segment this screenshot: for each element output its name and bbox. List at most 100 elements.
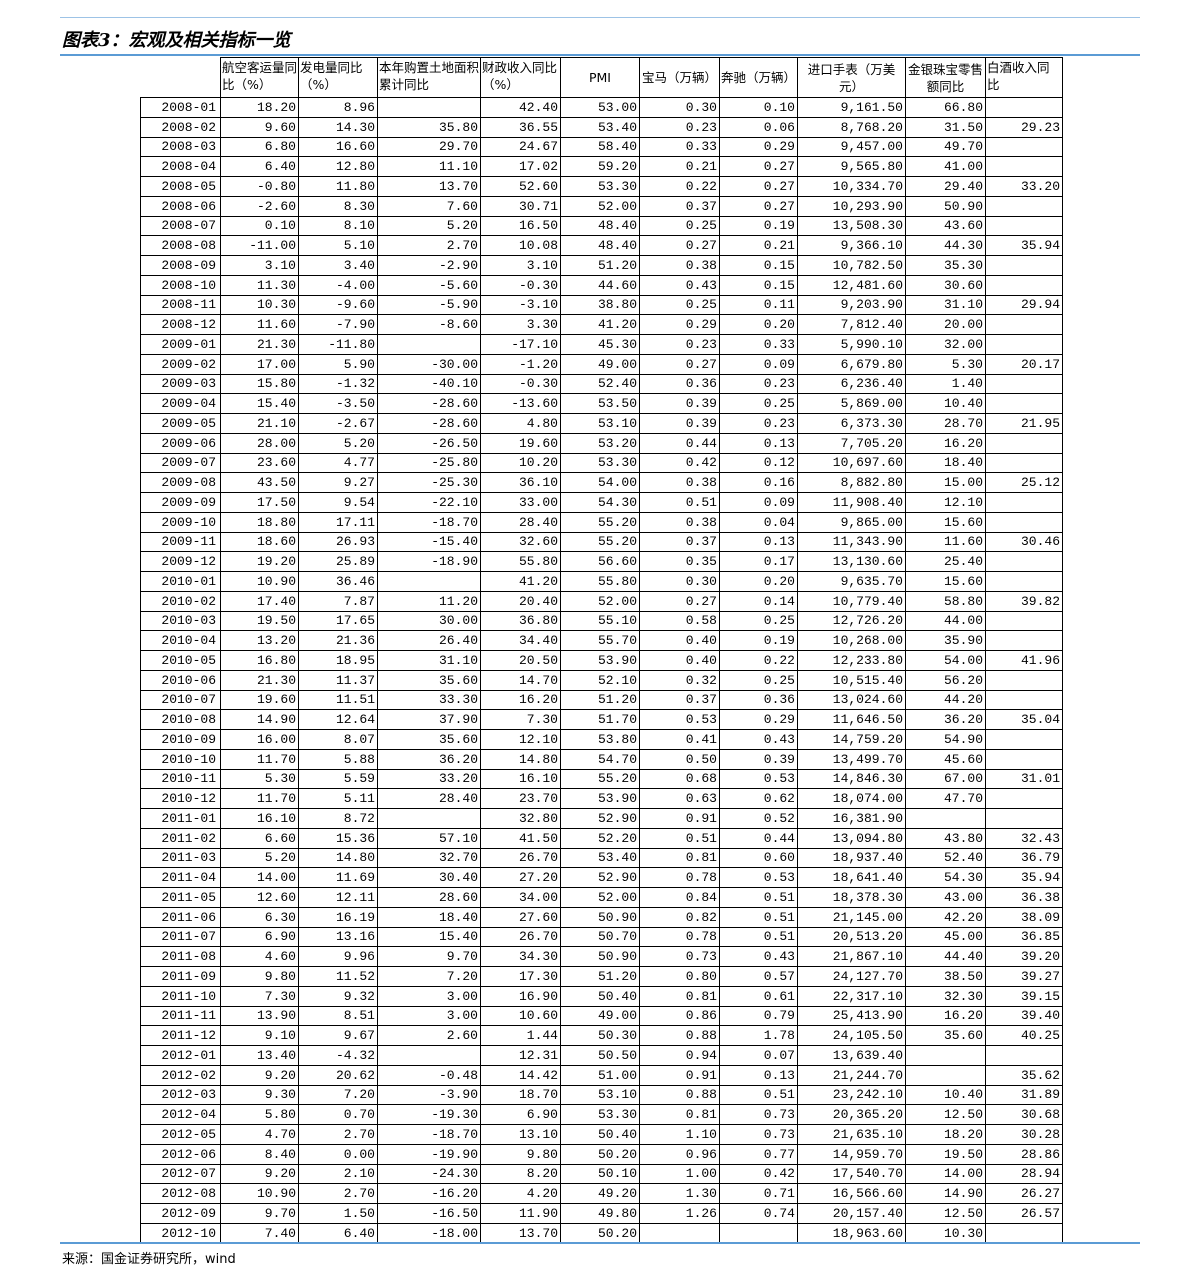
cell-pmi: 53.50	[560, 393, 640, 414]
cell-jewelry-retail: 54.30	[905, 867, 986, 888]
cell-fiscal-revenue: 36.80	[480, 610, 561, 632]
cell-air-passenger: 28.00	[220, 432, 299, 454]
cell-bmw: 0.78	[639, 867, 720, 888]
cell-benz: 0.71	[719, 1183, 798, 1204]
table-row: 2008-10 11.30 -4.00 -5.60 -0.30 44.60 0.43 0.15…	[140, 274, 1063, 296]
cell-date: 2012-02	[140, 1064, 221, 1086]
figure-title: 图表3：宏观及相关指标一览	[62, 30, 291, 51]
cell-air-passenger: 11.70	[220, 788, 299, 809]
cell-air-passenger: 18.60	[220, 531, 299, 553]
cell-benz: 0.33	[719, 334, 798, 355]
cell-pmi: 54.70	[560, 748, 640, 770]
cell-watch-imports: 16,381.90	[797, 808, 906, 829]
cell-land-purchase: 5.20	[377, 215, 481, 237]
cell-power-generation: 8.10	[298, 215, 378, 237]
cell-air-passenger: 5.30	[220, 768, 299, 790]
table-row: 2010-07 19.60 11.51 33.30 16.20 51.20 0.37 0.36…	[140, 689, 1063, 711]
cell-liquor-revenue: 35.94	[985, 867, 1063, 888]
cell-power-generation: 4.77	[298, 452, 378, 474]
cell-jewelry-retail: 38.50	[905, 966, 986, 987]
cell-benz: 0.23	[719, 413, 798, 434]
cell-pmi: 53.30	[560, 176, 640, 197]
cell-fiscal-revenue: 34.40	[480, 630, 561, 651]
cell-bmw: 0.82	[639, 906, 720, 928]
cell-benz: 0.14	[719, 590, 798, 612]
cell-jewelry-retail: 20.00	[905, 314, 986, 335]
cell-bmw: 0.81	[639, 1104, 720, 1125]
cell-fiscal-revenue: 14.80	[480, 748, 561, 770]
cell-benz: 0.57	[719, 966, 798, 987]
cell-power-generation: 2.70	[298, 1183, 378, 1204]
cell-fiscal-revenue: 3.30	[480, 314, 561, 335]
table-row: 2011-03 5.20 14.80 32.70 26.70 53.40 0.81 0.60 1…	[140, 847, 1063, 869]
cell-power-generation: 11.51	[298, 689, 378, 711]
header-watch-imports: 进口手表（万美元）	[797, 57, 906, 98]
cell-liquor-revenue: 31.89	[985, 1084, 1063, 1106]
cell-jewelry-retail: 10.40	[905, 1084, 986, 1106]
cell-jewelry-retail: 35.30	[905, 255, 986, 276]
cell-power-generation: 8.72	[298, 808, 378, 829]
table-row: 2012-06 8.40 0.00 -19.90 9.80 50.20 0.96 0.77 14…	[140, 1143, 1063, 1165]
cell-pmi: 59.20	[560, 156, 640, 177]
cell-liquor-revenue: 26.57	[985, 1203, 1063, 1224]
cell-date: 2008-08	[140, 235, 221, 256]
cell-liquor-revenue: 30.28	[985, 1124, 1063, 1145]
cell-power-generation: 5.88	[298, 748, 378, 770]
cell-liquor-revenue: 35.04	[985, 709, 1063, 730]
table-row: 2010-03 19.50 17.65 30.00 36.80 55.10 0.58 0.25…	[140, 610, 1063, 632]
cell-land-purchase: 3.00	[377, 985, 481, 1007]
cell-liquor-revenue: 39.15	[985, 985, 1063, 1007]
cell-bmw: 0.38	[639, 472, 720, 493]
cell-jewelry-retail: 18.20	[905, 1124, 986, 1145]
cell-benz: 0.15	[719, 255, 798, 276]
cell-power-generation: 2.10	[298, 1163, 378, 1185]
cell-fiscal-revenue: 17.30	[480, 966, 561, 987]
cell-fiscal-revenue: 14.70	[480, 669, 561, 691]
cell-benz: 0.23	[719, 373, 798, 395]
cell-watch-imports: 12,233.80	[797, 650, 906, 671]
cell-date: 2009-06	[140, 432, 221, 454]
cell-liquor-revenue: 39.27	[985, 966, 1063, 987]
cell-watch-imports: 14,759.20	[797, 729, 906, 750]
cell-liquor-revenue: 20.17	[985, 353, 1063, 375]
cell-air-passenger: 6.90	[220, 926, 299, 948]
cell-date: 2012-10	[140, 1222, 221, 1244]
cell-bmw: 0.88	[639, 1025, 720, 1046]
cell-pmi: 53.30	[560, 452, 640, 474]
cell-liquor-revenue: 39.40	[985, 1005, 1063, 1027]
cell-benz: 0.09	[719, 492, 798, 513]
cell-date: 2010-07	[140, 689, 221, 711]
cell-land-purchase: 30.40	[377, 867, 481, 888]
cell-pmi: 50.40	[560, 985, 640, 1007]
cell-fiscal-revenue: 13.70	[480, 1222, 561, 1244]
cell-land-purchase: -40.10	[377, 373, 481, 395]
table-row: 2011-05 12.60 12.11 28.60 34.00 52.00 0.84 0.51…	[140, 887, 1063, 908]
cell-fiscal-revenue: 41.50	[480, 827, 561, 849]
cell-date: 2012-03	[140, 1084, 221, 1106]
cell-bmw: 0.38	[639, 255, 720, 276]
cell-date: 2010-06	[140, 669, 221, 691]
cell-benz: 0.13	[719, 432, 798, 454]
cell-liquor-revenue: 25.12	[985, 472, 1063, 493]
cell-benz: 0.22	[719, 650, 798, 671]
cell-date: 2008-06	[140, 195, 221, 217]
cell-pmi: 55.80	[560, 571, 640, 592]
header-pmi: PMI	[560, 57, 640, 98]
cell-liquor-revenue	[985, 452, 1063, 474]
cell-benz: 0.61	[719, 985, 798, 1007]
cell-bmw: 0.51	[639, 827, 720, 849]
cell-pmi: 54.30	[560, 492, 640, 513]
cell-land-purchase: -18.00	[377, 1222, 481, 1244]
cell-date: 2011-05	[140, 887, 221, 908]
cell-date: 2008-04	[140, 156, 221, 177]
cell-air-passenger: 16.80	[220, 650, 299, 671]
cell-air-passenger: 21.30	[220, 669, 299, 691]
cell-jewelry-retail: 45.00	[905, 926, 986, 948]
cell-air-passenger: -2.60	[220, 195, 299, 217]
cell-land-purchase: -28.60	[377, 413, 481, 434]
cell-power-generation: 11.37	[298, 669, 378, 691]
cell-benz: 0.52	[719, 808, 798, 829]
cell-power-generation: 36.46	[298, 571, 378, 592]
cell-benz: 0.79	[719, 1005, 798, 1027]
cell-jewelry-retail: 54.90	[905, 729, 986, 750]
